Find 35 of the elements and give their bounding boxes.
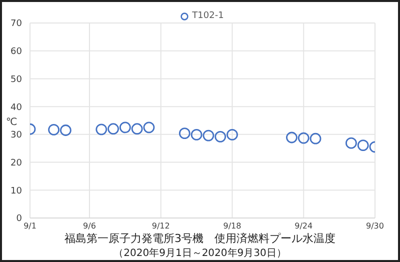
x-tick-label: 9/1 <box>24 222 36 231</box>
point <box>60 124 72 136</box>
x-tick-label: 9/18 <box>223 222 242 231</box>
point <box>214 130 226 142</box>
point <box>310 132 322 144</box>
point <box>190 129 202 140</box>
point <box>143 122 155 134</box>
point <box>202 130 214 142</box>
y-tick-label: 50 <box>10 74 22 85</box>
x-tick-label: 9/12 <box>152 222 170 231</box>
y-tick-label: 30 <box>10 130 22 141</box>
text: （2020年9月1日～2020年9月30日） <box>112 247 288 260</box>
y-tick-label: 40 <box>10 102 22 113</box>
point <box>286 132 298 144</box>
y-tick-label: 70 <box>10 19 22 30</box>
y-tick-label: 0 <box>16 214 22 224</box>
x-tick-label: 9/24 <box>294 222 313 231</box>
x-tick-label: 9/6 <box>83 222 96 231</box>
point <box>346 137 357 149</box>
point <box>48 124 60 136</box>
point <box>226 129 238 140</box>
point <box>96 124 108 136</box>
y-tick-label: 20 <box>10 158 22 168</box>
point <box>357 140 369 151</box>
x-tick-label: 9/30 <box>366 222 384 231</box>
point <box>119 122 131 134</box>
y-axis-title: ℃ <box>6 117 18 128</box>
point <box>108 123 119 135</box>
point <box>131 123 143 135</box>
legend-label: T102-1 <box>192 11 224 21</box>
point <box>298 132 310 144</box>
y-tick-label: 10 <box>10 186 22 196</box>
y-tick-label: 60 <box>10 47 22 58</box>
point <box>178 128 190 140</box>
text: 福島第一原子力発電所3号機 使用済燃料プール水温度 <box>64 231 336 246</box>
